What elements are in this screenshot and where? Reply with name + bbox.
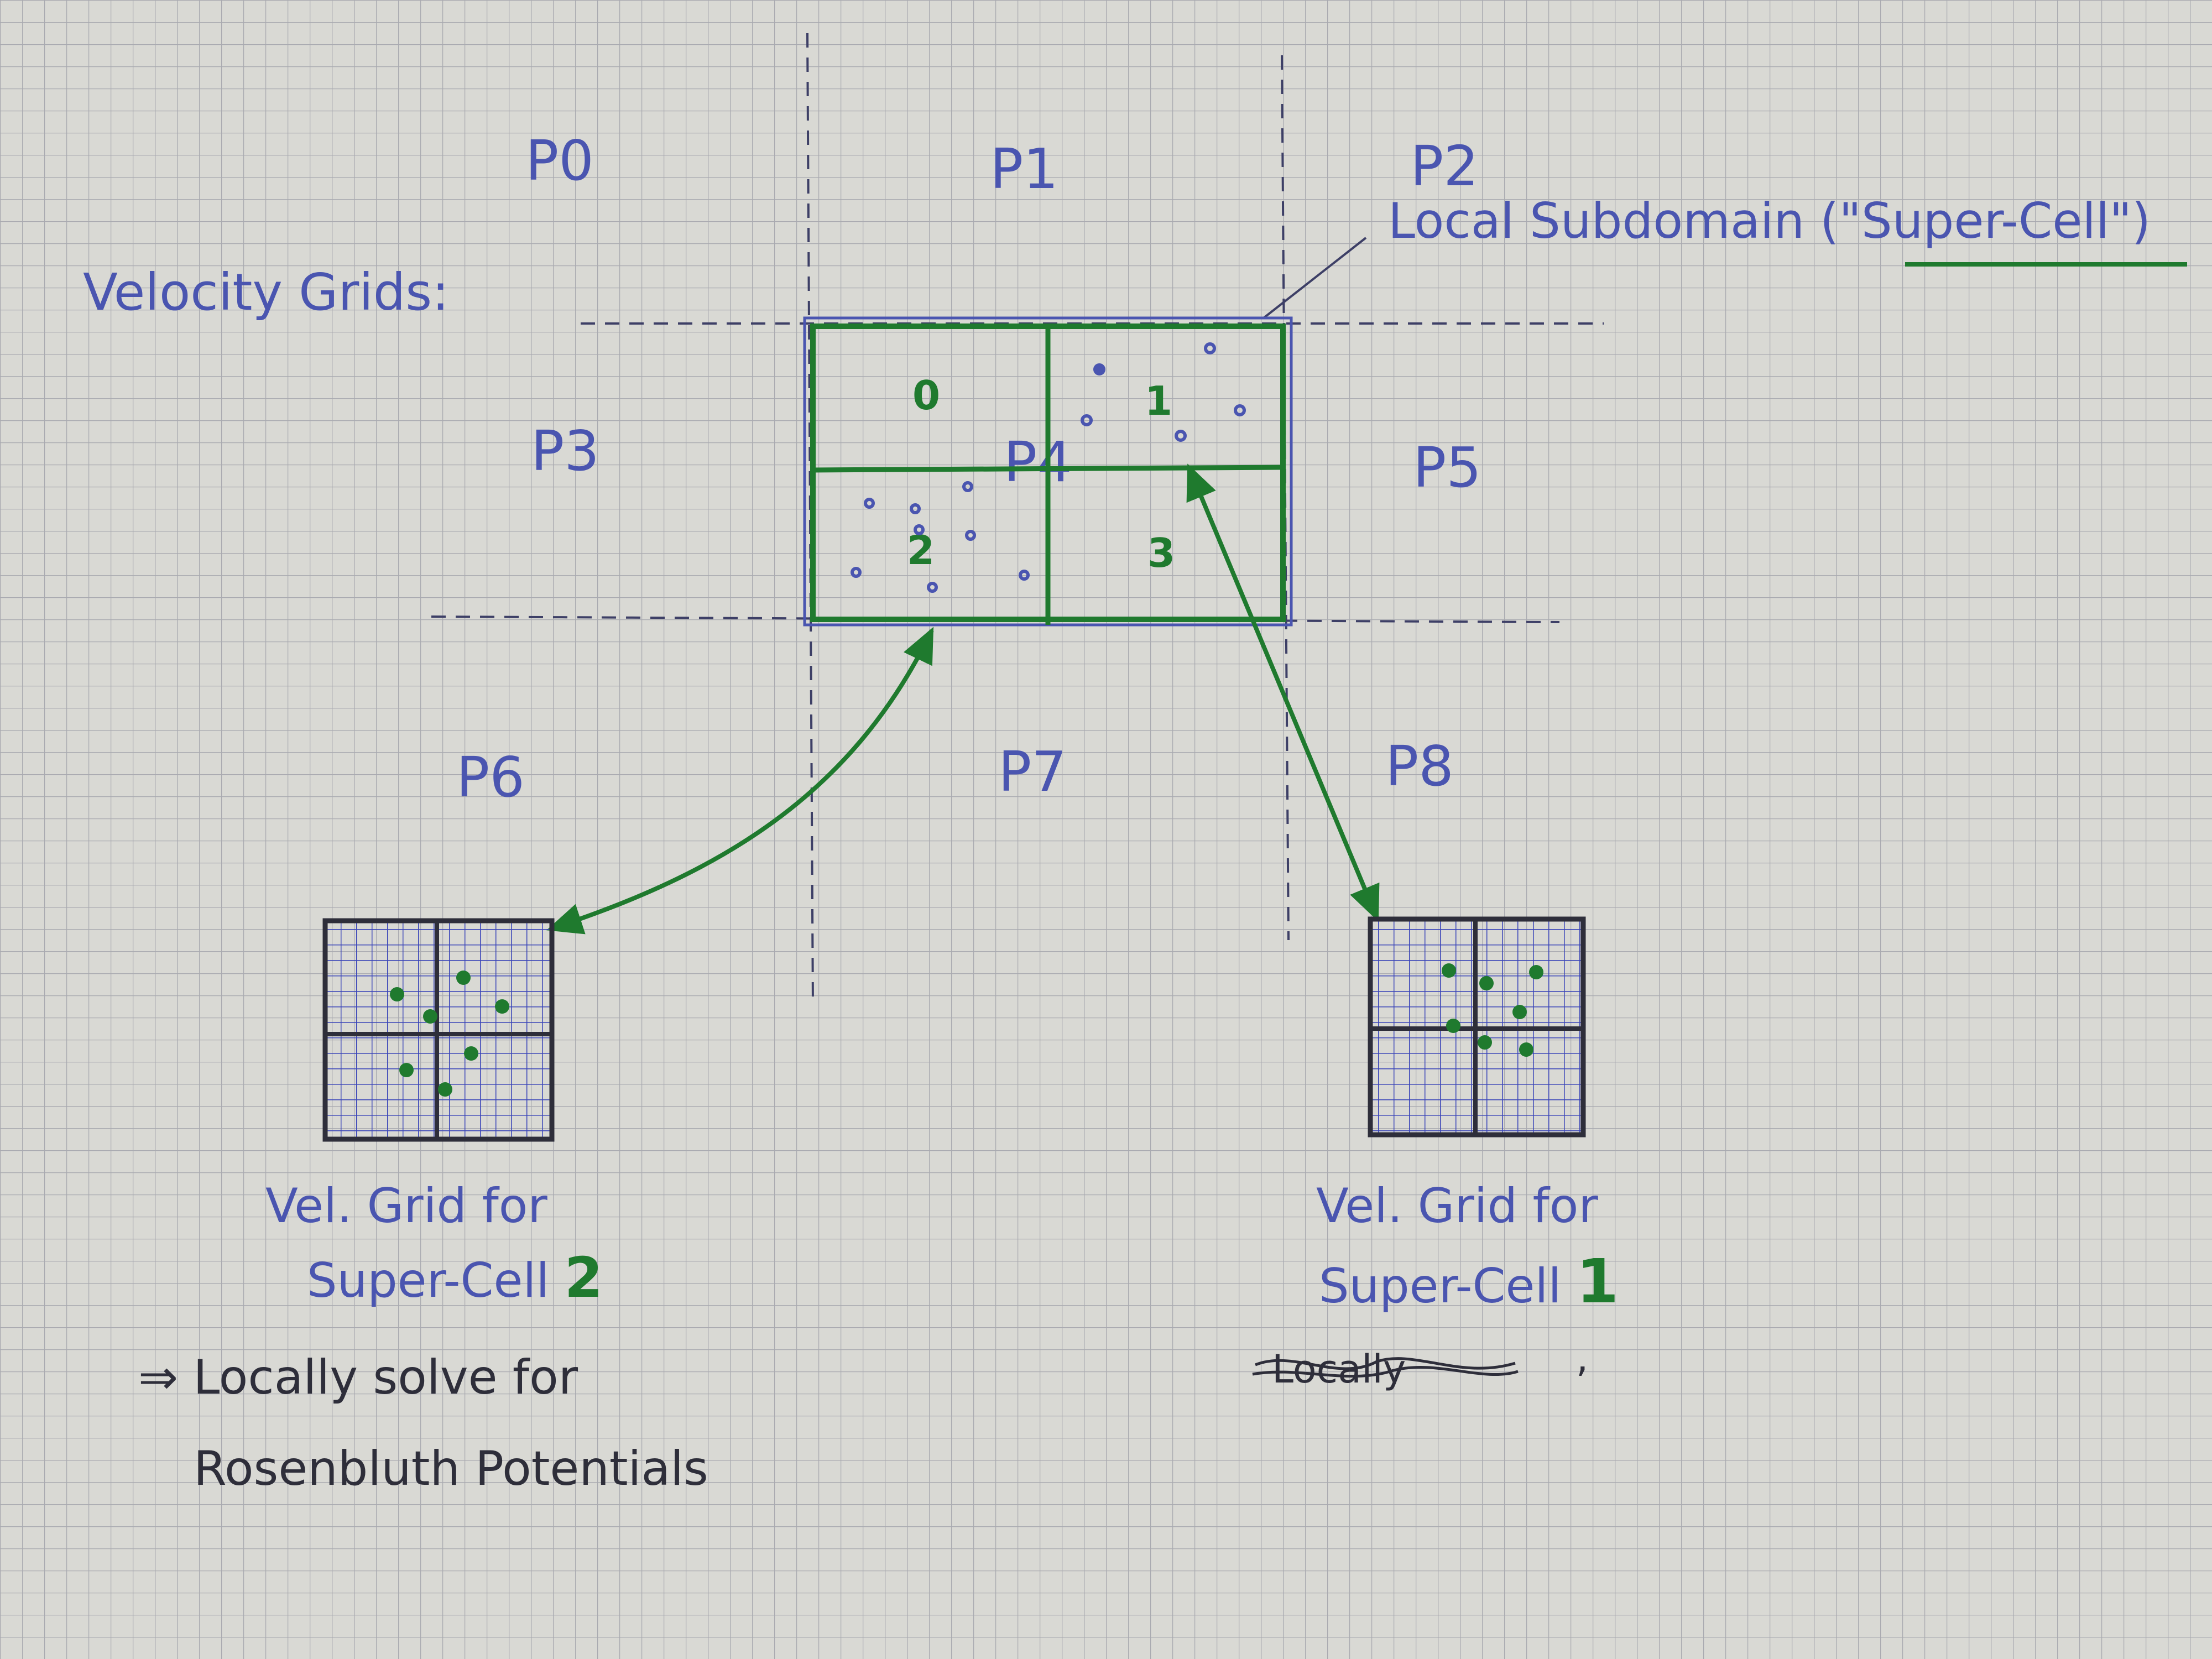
particle [927, 582, 938, 593]
particle [1442, 963, 1456, 978]
local-subdomain-prefix: Local Subdomain (" [1388, 192, 1861, 249]
particle [456, 971, 471, 985]
partition-labels: P0 P1 P2 P3 P4 P5 P6 P7 P8 [456, 128, 1481, 810]
particle [438, 1082, 452, 1097]
right-grid-caption-super-cell: Super-Cell [1319, 1259, 1561, 1314]
particle [1234, 404, 1246, 416]
particle [1093, 363, 1105, 375]
velocity-grid-right [1368, 916, 1586, 1138]
left-grid-caption-number: 2 [565, 1245, 603, 1310]
local-subdomain-super-cell: Super-Cell [1861, 192, 2109, 249]
particle [1478, 1035, 1492, 1050]
partition-label-p4: P4 [1004, 430, 1072, 494]
particle [962, 481, 973, 492]
crossed-out-scribble [1252, 1357, 1519, 1378]
trailing-mark: , [1576, 1335, 1588, 1381]
super-cell-label-3: 3 [1147, 530, 1175, 576]
particle [910, 503, 921, 514]
velocity-grid-left-particles [390, 971, 509, 1097]
note-line2: Rosenbluth Potentials [194, 1441, 708, 1496]
velocity-grid-left [322, 918, 555, 1142]
particles-cell-1 [1081, 342, 1246, 442]
local-subdomain-label: Local Subdomain ("Super-Cell") [1388, 192, 2151, 249]
left-grid-caption-line1: Vel. Grid for [265, 1178, 547, 1234]
super-cell-divider-horizontal [812, 465, 1284, 473]
note-line1: ⇒ Locally solve for [138, 1350, 578, 1405]
partition-label-p8: P8 [1385, 734, 1454, 799]
particle [1529, 965, 1543, 979]
particle [1479, 976, 1494, 990]
particle [464, 1046, 478, 1061]
particle [1204, 342, 1216, 354]
note-arrow: ⇒ [138, 1350, 178, 1405]
partition-label-p2: P2 [1410, 134, 1479, 199]
particle [864, 498, 875, 509]
particle [1081, 414, 1093, 426]
local-subdomain-suffix: ") [2109, 192, 2151, 249]
particles-cell-2 [851, 481, 1030, 593]
super-cell-block: 0 1 2 3 [803, 316, 1293, 627]
left-grid-caption-line2: Super-Cell 2 [307, 1245, 603, 1310]
particle [1512, 1005, 1527, 1019]
velocity-grid-right-particles [1442, 963, 1543, 1057]
particle [1019, 570, 1030, 581]
arrow-cell-1-to-grid [1186, 463, 1380, 922]
velocity-grids-label: Velocity Grids: [83, 263, 449, 322]
partition-label-p6: P6 [456, 745, 525, 810]
particle [851, 567, 862, 578]
partition-label-p3: P3 [531, 419, 599, 483]
partition-label-p1: P1 [990, 137, 1058, 201]
particle [1175, 430, 1187, 442]
particle [1446, 1019, 1460, 1033]
particle [1519, 1042, 1533, 1057]
partition-label-p0: P0 [525, 128, 594, 193]
right-grid-caption-line1: Vel. Grid for [1316, 1178, 1598, 1234]
particle [965, 530, 976, 541]
right-grid-caption-line2: Super-Cell 1 [1319, 1246, 1619, 1317]
super-cell-label-1: 1 [1145, 378, 1172, 424]
particle [914, 524, 925, 535]
particle [390, 987, 404, 1001]
super-cell-label-0: 0 [912, 372, 940, 419]
particle [399, 1063, 414, 1077]
note-line1-text: Locally solve for [193, 1350, 578, 1405]
partition-label-p7: P7 [998, 739, 1067, 804]
subdomain-pointer-line [1262, 237, 1367, 319]
particle [495, 999, 509, 1014]
left-grid-caption-super-cell: Super-Cell [307, 1253, 549, 1308]
right-grid-caption-number: 1 [1577, 1246, 1619, 1317]
partition-label-p5: P5 [1413, 435, 1481, 500]
arrow-cell-2-to-grid [546, 627, 934, 935]
particle [423, 1009, 437, 1024]
